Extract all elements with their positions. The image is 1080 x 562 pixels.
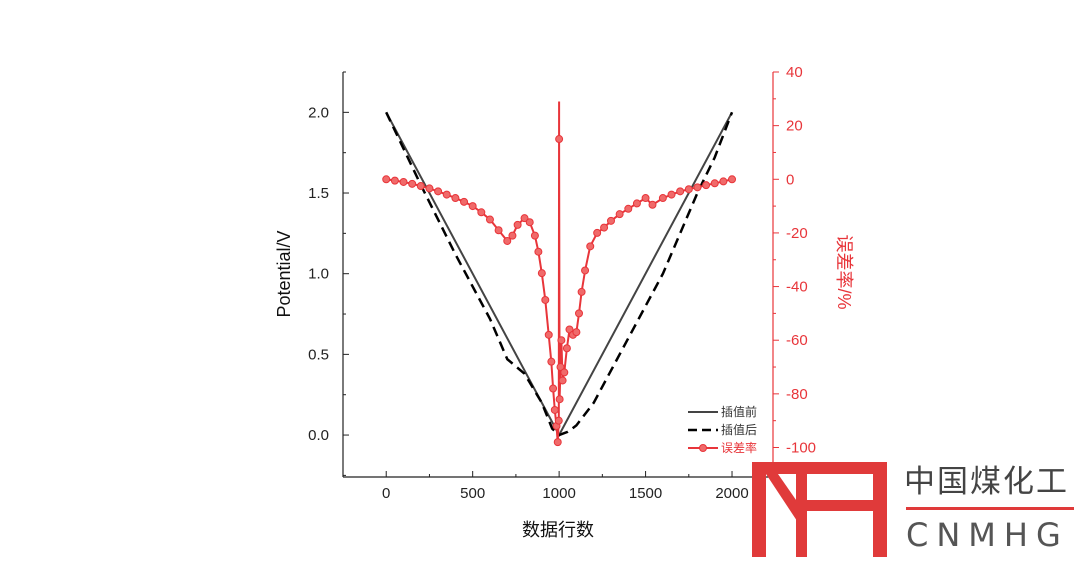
- data-point: [676, 187, 685, 196]
- data-point: [408, 179, 417, 188]
- data-point: [586, 242, 595, 251]
- y2-tick-label: -20: [786, 225, 808, 242]
- data-point: [494, 226, 503, 235]
- data-point: [556, 363, 565, 372]
- x-tick-label: 1000: [542, 485, 575, 502]
- data-point: [534, 247, 543, 256]
- data-point: [641, 194, 650, 203]
- data-point: [451, 194, 460, 203]
- x-tick-label: 0: [382, 485, 390, 502]
- data-point: [648, 200, 657, 209]
- logo-text-cn: 中国煤化工: [904, 464, 1069, 500]
- x-axis-label: 数据行数: [522, 520, 594, 540]
- logo-text-en: CNMHG: [906, 516, 1069, 554]
- data-point: [547, 357, 556, 366]
- data-point: [615, 210, 624, 219]
- data-point: [702, 181, 711, 190]
- data-point: [593, 228, 602, 237]
- data-point: [485, 215, 494, 224]
- data-point: [460, 197, 469, 206]
- y-tick-label: 1.0: [308, 266, 329, 283]
- x-tick-label: 1500: [629, 485, 662, 502]
- data-point: [658, 194, 667, 203]
- data-point: [606, 216, 615, 225]
- axes: 0 500 1000 1500 2000 0.0 0.5 1.0 1.5 2.0 40 20 0 -20 -…: [308, 64, 816, 502]
- data-point: [581, 266, 590, 275]
- y2-tick-label: -100: [786, 439, 816, 456]
- data-point: [600, 223, 609, 232]
- data-point: [632, 199, 641, 208]
- logo-mark: [752, 462, 887, 557]
- data-point: [577, 287, 586, 296]
- data-point: [537, 269, 546, 278]
- plot-area: [382, 101, 737, 447]
- data-point: [667, 190, 676, 199]
- data-point: [513, 220, 522, 229]
- data-point: [399, 177, 408, 186]
- legend-marker-error: [699, 444, 707, 452]
- x-tick-label: 500: [460, 485, 485, 502]
- data-point: [477, 208, 486, 217]
- y2-tick-label: 20: [786, 118, 803, 135]
- data-point: [390, 176, 399, 185]
- data-point: [710, 179, 719, 188]
- data-point: [728, 175, 737, 184]
- series-line-1: [385, 111, 734, 437]
- data-point: [719, 177, 728, 186]
- legend-label-solid: 插值前: [721, 404, 757, 419]
- legend: 插值前 插值后 误差率: [688, 404, 757, 455]
- x-tick-label: 2000: [715, 485, 748, 502]
- logo-divider: [906, 507, 1074, 510]
- data-point: [555, 135, 564, 144]
- data-point: [382, 175, 391, 184]
- data-point: [425, 184, 434, 193]
- data-point: [562, 344, 571, 353]
- data-point: [553, 438, 562, 447]
- data-point: [508, 231, 517, 240]
- y-axis-label: Potential/V: [274, 230, 294, 317]
- data-point: [530, 231, 539, 240]
- data-point: [554, 416, 563, 425]
- y2-axis-label: 误差率/%: [834, 234, 854, 309]
- y2-tick-label: -40: [786, 279, 808, 296]
- data-point: [416, 181, 425, 190]
- data-point: [572, 328, 581, 337]
- data-point: [575, 309, 584, 318]
- data-point: [557, 336, 566, 345]
- data-point: [684, 185, 693, 194]
- data-point: [468, 202, 477, 211]
- data-point: [544, 330, 553, 339]
- legend-label-error: 误差率: [721, 440, 757, 455]
- series-line-2: [386, 101, 733, 443]
- y-tick-label: 0.5: [308, 346, 329, 363]
- data-point: [549, 384, 558, 393]
- data-point: [558, 376, 567, 385]
- data-point: [525, 218, 534, 227]
- data-point: [503, 236, 512, 245]
- data-point: [560, 368, 569, 377]
- y-tick-label: 2.0: [308, 104, 329, 121]
- data-point: [541, 295, 550, 304]
- legend-label-dashed: 插值后: [721, 422, 757, 437]
- data-point: [693, 183, 702, 192]
- data-point: [550, 405, 559, 414]
- data-point: [434, 187, 443, 196]
- data-point: [520, 214, 529, 223]
- data-point: [442, 190, 451, 199]
- y-tick-label: 1.5: [308, 185, 329, 202]
- data-point: [624, 204, 633, 213]
- y-tick-label: 0.0: [308, 427, 329, 444]
- y2-tick-label: -80: [786, 386, 808, 403]
- y2-tick-label: 0: [786, 171, 794, 188]
- y2-tick-label: -60: [786, 332, 808, 349]
- y2-tick-label: 40: [786, 64, 803, 81]
- data-point: [555, 395, 564, 404]
